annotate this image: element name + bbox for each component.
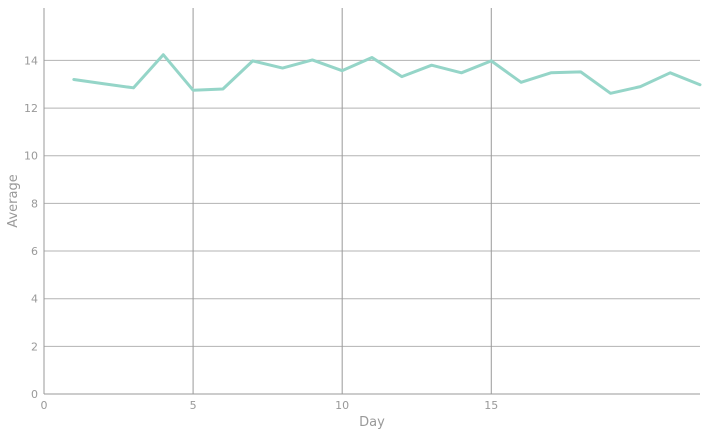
y-tick-label-4: 4 [31,293,38,306]
x-tick-label-5: 5 [190,399,197,412]
x-tick-label-10: 10 [335,399,349,412]
y-tick-label-0: 0 [31,388,38,401]
data-point-5 [192,89,195,92]
data-point-22 [699,83,702,86]
series-line-0 [72,53,702,95]
y-tick-label-2: 2 [31,340,38,353]
y-tick-label-14: 14 [24,54,38,67]
data-point-1 [72,78,75,81]
y-tick-label-6: 6 [31,245,38,258]
data-point-21 [669,71,672,74]
data-point-13 [430,64,433,67]
y-tick-label-8: 8 [31,197,38,210]
axes [43,8,700,395]
y-tick-label-10: 10 [24,150,38,163]
grid [44,8,700,394]
x-tick-label-15: 15 [484,399,498,412]
data-point-18 [579,70,582,73]
data-point-11 [371,56,374,59]
x-axis-title: Day [359,415,385,430]
data-point-15 [490,59,493,62]
data-point-16 [520,81,523,84]
data-point-9 [311,58,314,61]
series [72,53,702,95]
data-point-14 [460,71,463,74]
x-tick-label-0: 0 [41,399,48,412]
data-point-2 [102,82,105,85]
data-point-10 [341,69,344,72]
data-point-17 [549,71,552,74]
y-tick-label-12: 12 [24,102,38,115]
data-point-3 [132,86,135,89]
tick-labels: 0 2 4 6 8 10 12 14 0 5 10 15 [24,54,498,412]
data-point-19 [609,92,612,95]
data-point-7 [251,59,254,62]
data-point-12 [400,75,403,78]
data-point-6 [221,88,224,91]
y-axis-title: Average [6,174,21,227]
data-point-8 [281,67,284,70]
data-point-4 [162,53,165,56]
data-point-20 [639,85,642,88]
